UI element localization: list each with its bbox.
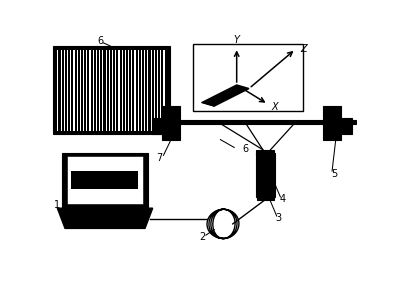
Bar [147,50,148,131]
Bar [53,46,170,134]
Bar [80,50,81,131]
Bar [144,50,145,131]
Bar [83,50,84,131]
Bar [157,50,158,131]
Bar [115,50,116,131]
Bar [60,50,62,131]
Bar [67,156,143,204]
Bar [324,106,341,140]
Text: 6: 6 [243,144,249,154]
Bar [86,50,87,131]
Bar [141,50,142,131]
Text: 2: 2 [199,232,205,242]
Bar [160,120,356,124]
Text: X: X [272,102,278,112]
Bar [162,106,180,140]
Bar [64,50,65,131]
Bar [256,153,275,197]
Text: 5: 5 [331,169,337,180]
Bar [99,50,100,131]
Text: Z: Z [300,44,306,54]
Bar [62,153,148,208]
Polygon shape [202,85,249,106]
Text: 6: 6 [97,36,104,46]
Text: 3: 3 [276,213,282,223]
Bar [128,50,129,131]
Bar [96,50,97,131]
Text: 7: 7 [156,153,162,163]
Bar [154,50,155,131]
Bar [106,50,107,131]
Bar [93,50,94,131]
Bar [73,50,75,131]
Bar [125,50,126,131]
Text: Y: Y [234,35,240,45]
Bar [257,196,274,200]
Bar [135,50,136,131]
Bar [112,50,113,131]
Bar [67,50,68,131]
Bar [138,50,139,131]
Bar [57,50,58,131]
Bar [118,50,119,131]
Bar [77,50,78,131]
Bar [89,50,91,131]
Bar [121,50,123,131]
Text: 4: 4 [280,194,286,204]
Bar [70,50,71,131]
Polygon shape [57,208,153,228]
Bar [109,50,110,131]
Bar [256,150,274,155]
Bar [193,44,303,112]
Bar [339,118,352,134]
Text: 1: 1 [54,200,60,210]
Bar [131,50,133,131]
Bar [102,50,104,131]
Bar [152,118,164,134]
Bar [160,50,161,131]
Bar [71,171,138,189]
Bar [150,50,152,131]
